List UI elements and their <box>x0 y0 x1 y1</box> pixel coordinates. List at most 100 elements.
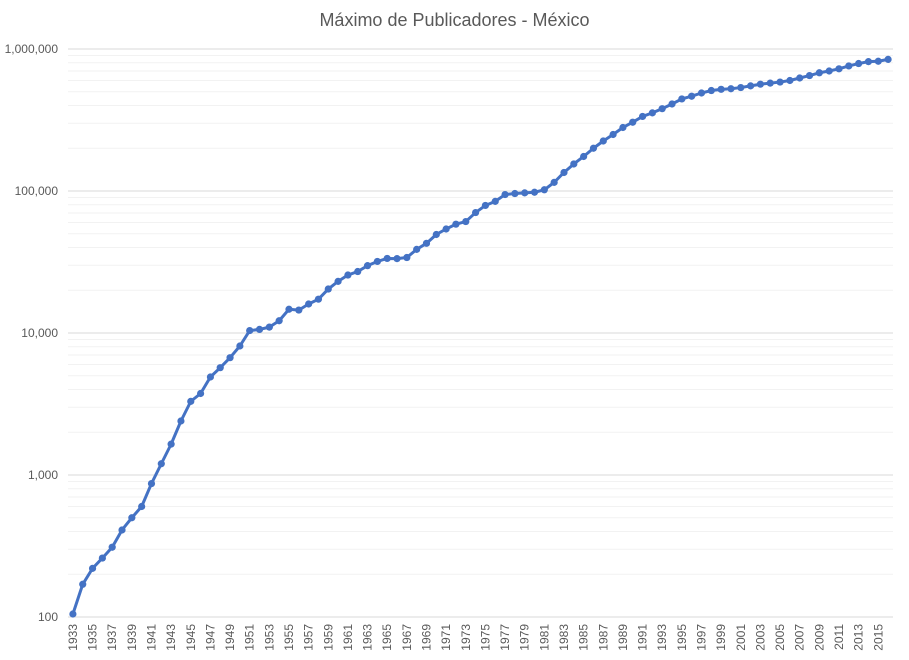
x-tick-label: 2001 <box>734 624 748 651</box>
data-point <box>805 71 814 80</box>
data-point <box>481 201 490 210</box>
x-tick-label: 1985 <box>577 624 591 651</box>
data-point <box>108 543 116 551</box>
data-point <box>521 189 529 197</box>
data-point <box>177 417 185 425</box>
data-point <box>678 95 686 103</box>
data-point <box>88 564 97 572</box>
data-point <box>324 285 332 293</box>
data-point <box>511 189 519 198</box>
data-point <box>884 55 892 63</box>
x-tick-label: 1979 <box>518 624 532 651</box>
series-line <box>71 57 890 616</box>
x-tick-label: 1941 <box>144 624 158 651</box>
x-tick-label: 2009 <box>812 624 826 651</box>
data-point <box>265 323 273 331</box>
data-point <box>746 82 755 90</box>
x-tick-label: 2011 <box>832 624 846 650</box>
x-tick-label: 1991 <box>636 624 650 651</box>
data-point <box>344 271 352 279</box>
x-tick-label: 2005 <box>773 624 787 651</box>
data-point <box>285 305 293 313</box>
data-point <box>246 326 254 335</box>
data-point <box>737 83 745 92</box>
x-tick-label: 1959 <box>321 624 335 651</box>
data-point <box>147 479 156 488</box>
data-point <box>413 245 421 253</box>
data-point <box>560 168 568 177</box>
data-point <box>727 85 735 93</box>
data-point <box>216 364 224 372</box>
data-point <box>580 152 588 161</box>
x-tick-label: 1993 <box>655 624 669 651</box>
data-point <box>845 62 853 70</box>
data-point <box>138 502 146 511</box>
y-tick-label: 10,000 <box>21 326 58 340</box>
x-tick-label: 1995 <box>675 624 689 651</box>
data-point <box>707 86 715 95</box>
y-tick-label: 100,000 <box>15 184 59 198</box>
data-point <box>815 69 823 77</box>
x-tick-label: 2013 <box>852 624 866 651</box>
data-point <box>766 79 774 87</box>
y-tick-label: 1,000 <box>28 468 58 482</box>
x-tick-label: 1971 <box>439 624 453 651</box>
data-point <box>422 239 431 247</box>
data-point <box>118 526 126 534</box>
data-point <box>491 197 499 205</box>
x-tick-label: 1997 <box>694 624 708 651</box>
data-point <box>452 220 460 228</box>
data-point <box>471 208 480 217</box>
data-point <box>128 514 136 522</box>
data-point <box>403 253 411 262</box>
x-tick-label: 1975 <box>478 624 492 651</box>
x-tick-label: 1961 <box>341 624 355 651</box>
x-tick-label: 1965 <box>380 624 394 651</box>
x-tick-label: 1949 <box>223 624 237 651</box>
x-tick-label: 1947 <box>203 624 217 651</box>
data-point <box>354 267 362 276</box>
data-point <box>383 254 391 263</box>
data-point <box>363 262 372 270</box>
data-point <box>275 317 283 325</box>
data-point <box>334 277 342 285</box>
data-point <box>835 65 843 73</box>
x-tick-label: 1999 <box>714 624 728 651</box>
data-point <box>609 130 617 139</box>
data-point <box>314 295 323 303</box>
x-tick-label: 1935 <box>86 624 100 651</box>
x-tick-label: 1933 <box>66 624 80 651</box>
x-tick-label: 1937 <box>105 624 119 651</box>
data-point <box>688 92 696 100</box>
x-tick-label: 2003 <box>753 624 767 651</box>
data-point <box>79 580 87 588</box>
data-point <box>619 123 627 132</box>
x-tick-label: 1973 <box>459 624 473 651</box>
data-point <box>432 230 440 239</box>
data-point <box>255 325 264 334</box>
data-point <box>796 74 804 82</box>
x-tick-label: 1987 <box>596 624 610 651</box>
data-point <box>530 188 539 196</box>
x-tick-label: 2007 <box>793 624 807 651</box>
data-point <box>658 105 666 113</box>
data-point <box>393 255 401 263</box>
data-point <box>167 440 175 448</box>
data-point <box>501 190 509 199</box>
data-point <box>589 144 598 152</box>
data-point <box>373 257 381 266</box>
data-point <box>187 397 195 405</box>
x-tick-label: 1963 <box>361 624 375 651</box>
data-point <box>570 160 578 168</box>
data-point <box>629 118 637 126</box>
x-tick-label: 1981 <box>537 624 551 651</box>
x-tick-label: 1945 <box>184 624 198 651</box>
data-point <box>599 137 607 145</box>
data-point <box>69 610 77 618</box>
data-point <box>295 306 303 314</box>
x-tick-label: 1977 <box>498 624 512 651</box>
y-tick-label: 1,000,000 <box>5 42 59 56</box>
data-point <box>462 217 470 226</box>
